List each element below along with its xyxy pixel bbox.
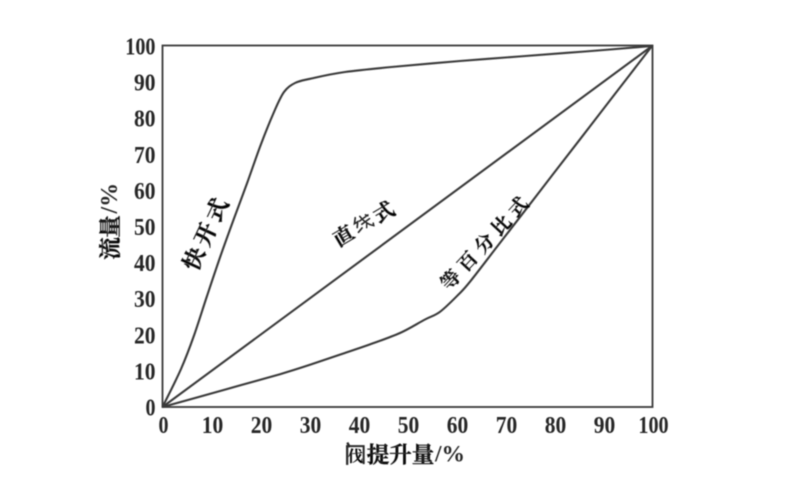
svg-text:20: 20 xyxy=(134,322,156,349)
svg-text:40: 40 xyxy=(134,250,156,277)
svg-text:50: 50 xyxy=(398,412,420,439)
svg-text:90: 90 xyxy=(594,412,616,439)
svg-text:10: 10 xyxy=(134,359,156,386)
svg-text:0: 0 xyxy=(146,395,156,422)
svg-text:100: 100 xyxy=(638,412,668,439)
svg-text:0: 0 xyxy=(159,412,169,439)
svg-text:80: 80 xyxy=(545,412,567,439)
svg-text:70: 70 xyxy=(134,142,156,169)
svg-text:/%: /% xyxy=(97,183,123,215)
svg-text:80: 80 xyxy=(134,106,156,133)
svg-text:60: 60 xyxy=(134,178,156,205)
svg-text:40: 40 xyxy=(349,412,371,439)
svg-text:100: 100 xyxy=(125,33,155,60)
svg-text:/%: /% xyxy=(434,442,465,468)
svg-text:50: 50 xyxy=(134,214,156,241)
svg-text:20: 20 xyxy=(251,412,273,439)
svg-text:90: 90 xyxy=(134,70,156,97)
svg-text:10: 10 xyxy=(202,412,224,439)
svg-text:30: 30 xyxy=(300,412,322,439)
svg-text:30: 30 xyxy=(134,286,156,313)
svg-text:60: 60 xyxy=(447,412,469,439)
svg-text:70: 70 xyxy=(496,412,518,439)
